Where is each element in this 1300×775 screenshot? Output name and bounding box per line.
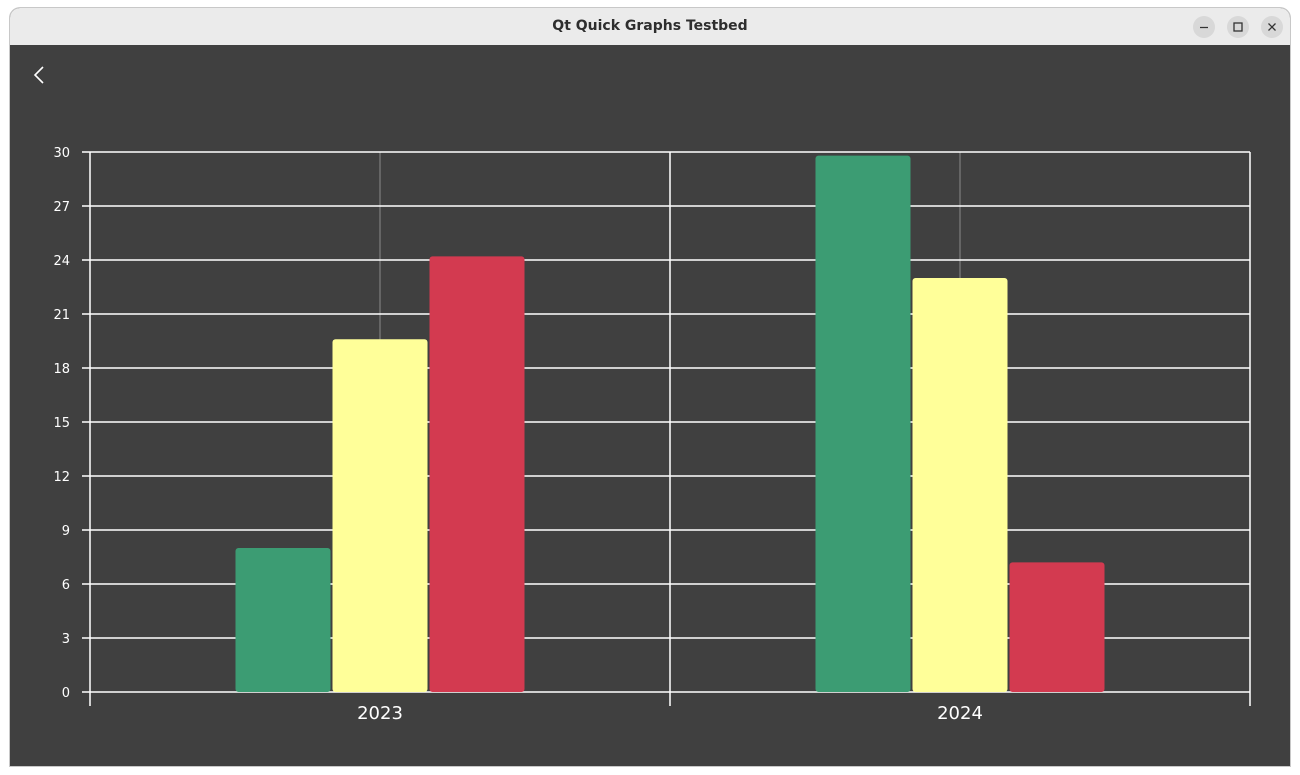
maximize-button[interactable] (1227, 16, 1249, 38)
title-bar[interactable]: Qt Quick Graphs Testbed (10, 8, 1290, 46)
bar-2024-series-3 (1009, 562, 1105, 692)
window-title: Qt Quick Graphs Testbed (552, 18, 748, 34)
bar-2023-series-1 (235, 548, 331, 692)
bar-2024-series-1 (815, 155, 911, 693)
minimize-icon (1200, 26, 1208, 29)
y-tick-label: 21 (53, 308, 70, 323)
close-icon (1268, 23, 1276, 31)
x-category-label: 2023 (357, 703, 403, 724)
x-category-label: 2024 (937, 703, 983, 724)
app-window: Qt Quick Graphs Testbed 0 3 6 9 12 15 18 21 24 27… (10, 8, 1290, 766)
y-tick-label: 24 (53, 254, 70, 269)
minimize-button[interactable] (1193, 16, 1215, 38)
y-tick-label: 30 (53, 146, 70, 161)
bar-chart: 0 3 6 9 12 15 18 21 24 27 30 2023 2024 (53, 146, 1251, 724)
bar-2023-series-3 (429, 256, 525, 692)
bar-2023-series-2 (332, 339, 428, 692)
main-content: 0 3 6 9 12 15 18 21 24 27 30 2023 2024 (10, 45, 1290, 766)
y-tick-label: 0 (62, 686, 70, 701)
y-tick-label: 12 (53, 470, 70, 485)
y-tick-label: 27 (53, 200, 70, 215)
bar-2024-series-2 (912, 278, 1008, 692)
close-button[interactable] (1261, 16, 1283, 38)
y-tick-label: 6 (62, 578, 70, 593)
y-tick-label: 9 (62, 524, 70, 539)
back-button[interactable] (28, 63, 52, 87)
y-tick-label: 3 (62, 632, 70, 647)
maximize-icon (1233, 22, 1243, 32)
y-tick-label: 18 (53, 362, 70, 377)
chevron-left-icon (33, 66, 44, 84)
y-tick-label: 15 (53, 416, 70, 431)
